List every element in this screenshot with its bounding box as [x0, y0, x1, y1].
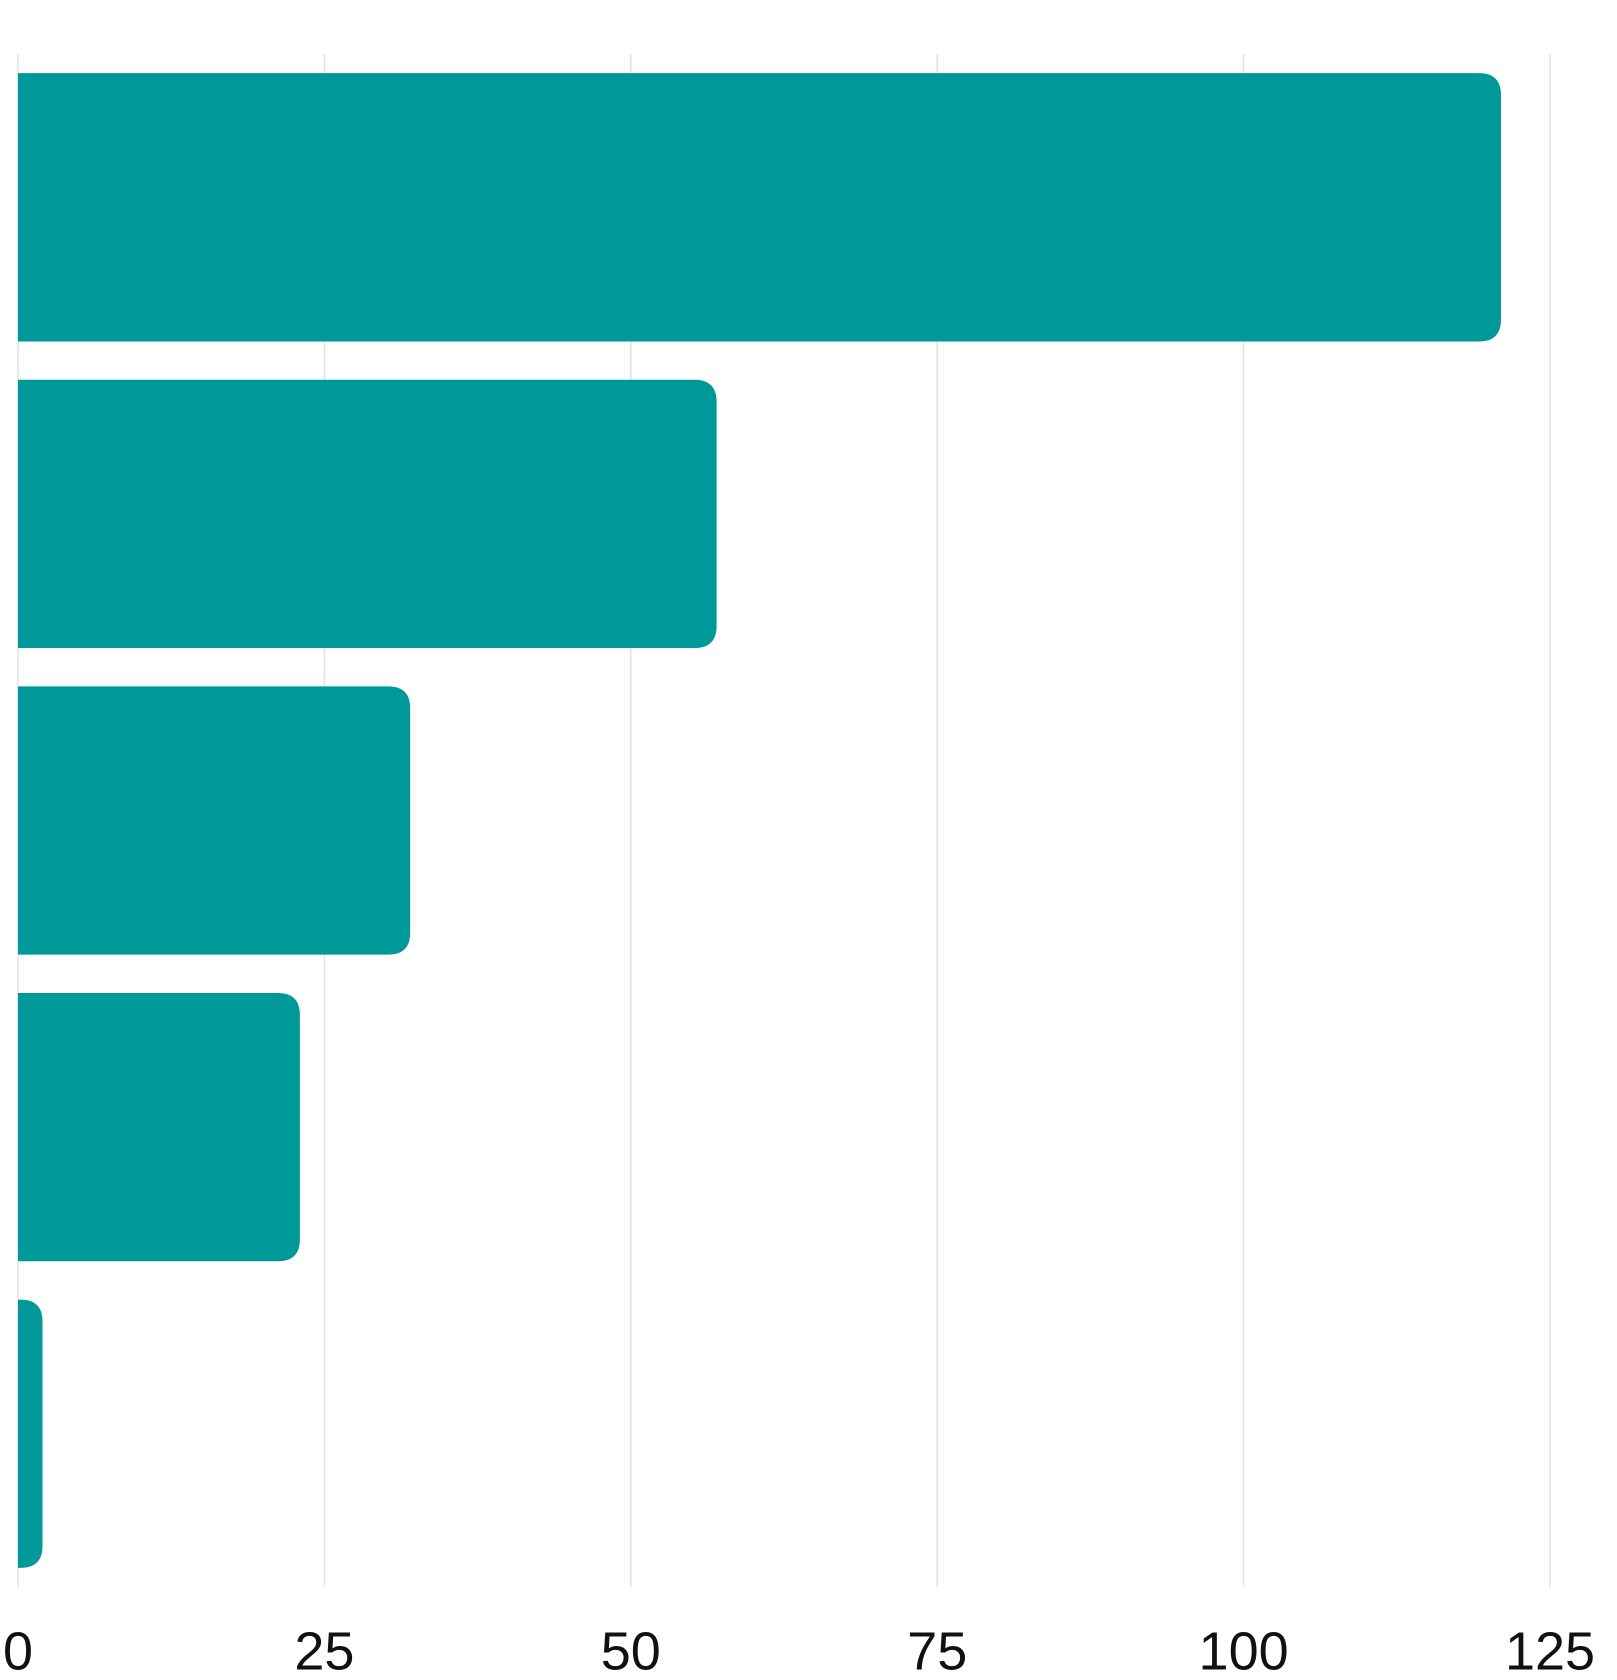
bar	[18, 686, 411, 955]
bar	[18, 379, 717, 649]
x-tick-label: 75	[907, 1621, 967, 1680]
x-tick-label: 125	[1505, 1621, 1595, 1680]
x-tick-label: 50	[601, 1621, 661, 1680]
x-tick-label: 100	[1199, 1621, 1289, 1680]
bar	[18, 992, 300, 1262]
bar	[18, 73, 1501, 342]
x-tick-label: 0	[3, 1621, 33, 1680]
bar	[18, 1299, 43, 1568]
x-tick-label: 25	[294, 1621, 354, 1680]
